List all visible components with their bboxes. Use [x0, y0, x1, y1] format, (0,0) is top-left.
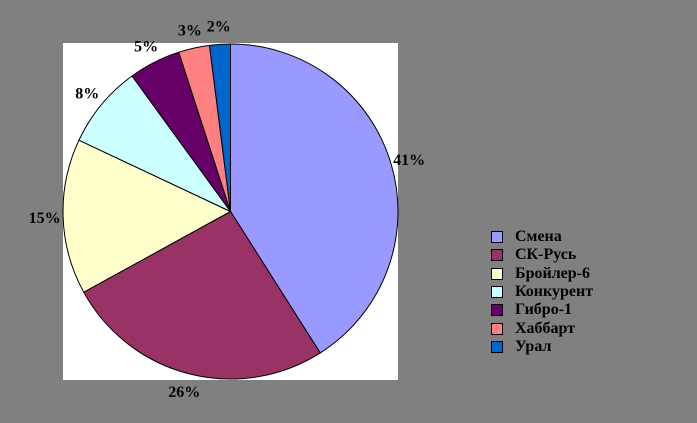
legend-item-6: Урал — [491, 338, 593, 356]
legend-item-1: СК-Русь — [491, 246, 593, 264]
pie-percent-label-3: 8% — [75, 85, 99, 102]
legend-item-label: Бройлер-6 — [515, 264, 590, 282]
pie-slice-1 — [83, 210, 321, 380]
pie-percent-label-5: 3% — [178, 23, 202, 40]
pie-percent-label-6: 2% — [207, 18, 231, 35]
pie-percent-label-0: 41% — [393, 152, 425, 169]
legend-swatch-icon — [491, 322, 503, 335]
legend-item-label: Смена — [515, 228, 562, 246]
legend-swatch-icon — [491, 340, 503, 353]
legend-item-5: Хаббарт — [491, 319, 593, 337]
legend-swatch-icon — [491, 231, 503, 244]
pie-percent-label-2: 15% — [29, 210, 61, 227]
legend-swatch-icon — [491, 304, 503, 317]
legend-item-label: СК-Русь — [515, 246, 577, 264]
pie-slice-2 — [62, 139, 232, 293]
pie-percent-label-1: 26% — [168, 384, 200, 401]
pie-slice-0 — [230, 43, 399, 354]
legend-item-3: Конкурент — [491, 283, 593, 301]
pie-slices-group — [62, 43, 399, 380]
legend: Смена СК-Русь Бройлер-6 Конкурент Гибро-1 Хаб… — [491, 228, 593, 356]
legend-swatch-icon — [491, 249, 503, 262]
legend-item-2: Бройлер-6 — [491, 265, 593, 283]
legend-item-4: Гибро-1 — [491, 301, 593, 319]
legend-item-label: Хаббарт — [515, 319, 576, 337]
legend-item-label: Урал — [515, 337, 552, 355]
pie-labels-group: 41% 26% 15% 8% 5% 3% 2% — [29, 18, 426, 401]
pie-slice-6 — [208, 43, 231, 212]
legend-item-label: Гибро-1 — [515, 301, 573, 319]
pie-percent-label-4: 5% — [134, 38, 158, 55]
legend-item-label: Конкурент — [515, 283, 594, 301]
legend-swatch-icon — [491, 267, 503, 280]
legend-item-0: Смена — [491, 228, 593, 246]
legend-swatch-icon — [491, 286, 503, 299]
